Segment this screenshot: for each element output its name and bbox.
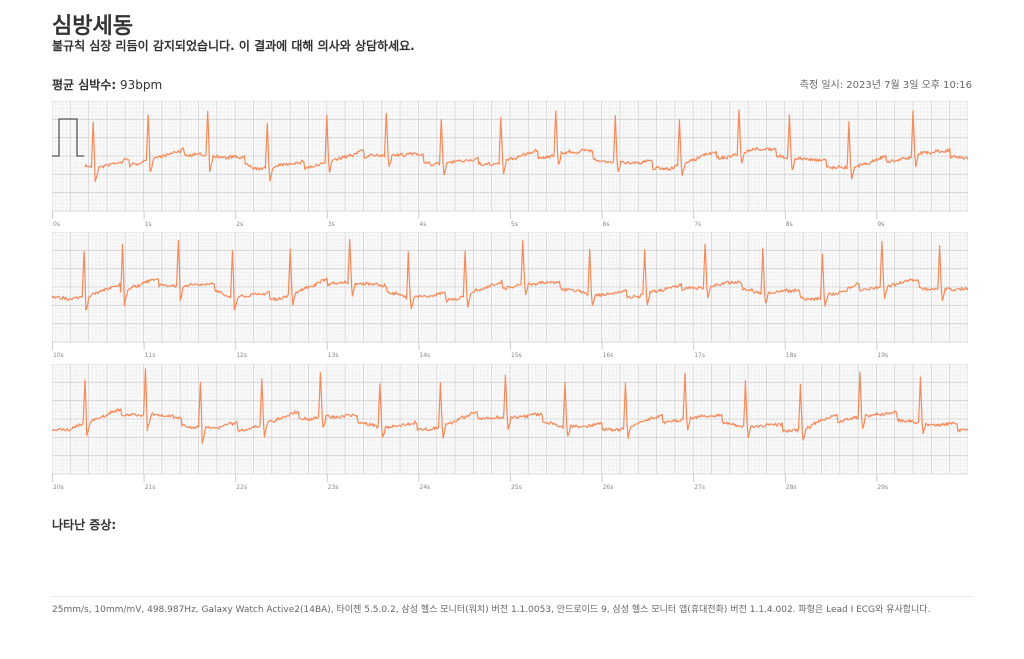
ecg-trace bbox=[84, 109, 968, 183]
divider bbox=[52, 596, 972, 597]
ecg-trace bbox=[52, 238, 968, 311]
time-tick-label: 3s bbox=[328, 221, 335, 228]
device-info-footer: 25mm/s, 10mm/mV, 498.987Hz, Galaxy Watch… bbox=[52, 605, 931, 615]
ecg-strip-3: 20s 21s 22s 23s 24s 25s 26s 27s 28s 29s bbox=[52, 364, 968, 491]
time-tick-label: 18s bbox=[786, 352, 797, 359]
time-tick-label: 14s bbox=[419, 352, 430, 359]
average-heart-rate: 평균 심박수: 93bpm bbox=[52, 76, 162, 93]
time-tick-label: 1s bbox=[145, 221, 152, 228]
ecg-grid bbox=[52, 364, 968, 475]
time-tick-label: 11s bbox=[145, 352, 156, 359]
time-tick-label: 4s bbox=[419, 221, 426, 228]
time-tick-label: 29s bbox=[877, 484, 888, 491]
average-heart-rate-label: 평균 심박수: bbox=[52, 78, 117, 92]
time-tick-label: 16s bbox=[603, 352, 614, 359]
time-tick-label: 6s bbox=[603, 221, 610, 228]
time-tick-label: 28s bbox=[786, 484, 797, 491]
time-tick-label: 27s bbox=[694, 484, 705, 491]
time-tick-label: 12s bbox=[236, 352, 247, 359]
time-tick-label: 7s bbox=[694, 221, 701, 228]
time-tick-label: 17s bbox=[694, 352, 705, 359]
time-tick-label: 22s bbox=[236, 484, 247, 491]
result-description: 불규칙 심장 리듬이 감지되었습니다. 이 결과에 대해 의사와 상담하세요. bbox=[52, 39, 415, 53]
symptoms-label: 나타난 증상: bbox=[52, 518, 117, 532]
time-tick-label: 25s bbox=[511, 484, 522, 491]
ecg-strip-1: 0s 1s 2s 3s 4s 5s 6s 7s 8s 9s bbox=[52, 101, 968, 228]
page-title: 심방세동 bbox=[52, 14, 133, 39]
ecg-strip-2: 10s 11s 12s 13s 14s 15s 16s 17s 18s 19s bbox=[52, 232, 968, 359]
time-tick-label: 24s bbox=[419, 484, 430, 491]
time-tick-label: 0s bbox=[53, 221, 60, 228]
ecg-trace bbox=[52, 368, 968, 444]
time-tick-label: 10s bbox=[53, 352, 64, 359]
measurement-date: 측정 일시: 2023년 7월 3일 오후 10:16 bbox=[799, 80, 972, 91]
time-tick-label: 15s bbox=[511, 352, 522, 359]
time-tick-label: 5s bbox=[511, 221, 518, 228]
time-tick-label: 26s bbox=[603, 484, 614, 491]
time-tick-label: 20s bbox=[53, 484, 64, 491]
time-tick-label: 21s bbox=[145, 484, 156, 491]
ecg-grid bbox=[52, 101, 968, 212]
time-tick-label: 19s bbox=[877, 352, 888, 359]
average-heart-rate-value: 93bpm bbox=[120, 78, 163, 92]
time-tick-label: 9s bbox=[877, 221, 884, 228]
time-tick-label: 8s bbox=[786, 221, 793, 228]
time-tick-label: 23s bbox=[328, 484, 339, 491]
time-tick-label: 13s bbox=[328, 352, 339, 359]
calibration-pulse bbox=[52, 118, 84, 157]
time-tick-label: 2s bbox=[236, 221, 243, 228]
